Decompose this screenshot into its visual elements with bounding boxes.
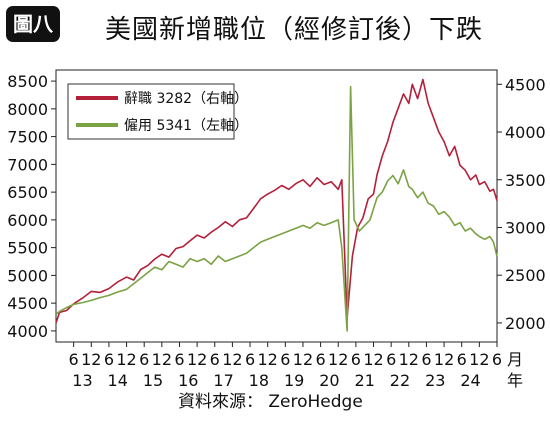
x-axis-month-label: 6 xyxy=(457,350,467,369)
x-axis-month-label: 12 xyxy=(81,350,101,369)
x-axis-month-label: 6 xyxy=(492,350,502,369)
x-axis-month-label: 6 xyxy=(245,350,255,369)
left-axis-tick-label: 4500 xyxy=(7,294,48,313)
x-axis-month-label: 6 xyxy=(386,350,396,369)
x-axis-month-label: 6 xyxy=(139,350,149,369)
x-axis-year-label: 17 xyxy=(213,371,233,390)
chart-title: 美國新增職位（經修訂後）下跌 xyxy=(105,15,484,45)
x-axis-month-label: 12 xyxy=(469,350,489,369)
series-line-quits xyxy=(55,78,498,324)
left-axis-tick-label: 8000 xyxy=(7,100,48,119)
series-layer xyxy=(55,78,498,332)
x-axis-month-label: 12 xyxy=(116,350,136,369)
x-axis-unit-month: 月 xyxy=(507,350,523,369)
x-axis-year-label: 24 xyxy=(460,371,480,390)
left-axis-tick-label: 8500 xyxy=(7,72,48,91)
right-axis-tick-label: 2000 xyxy=(505,314,546,333)
x-axis-year-label: 22 xyxy=(390,371,410,390)
left-axis-tick-label: 5500 xyxy=(7,239,48,258)
legend-label-quits: 辭職 3282（右軸） xyxy=(124,91,248,107)
right-axis-tick-label: 4000 xyxy=(505,123,546,142)
x-axis-month-label: 12 xyxy=(187,350,207,369)
x-axis-month-label: 12 xyxy=(152,350,172,369)
left-axis-tick-label: 5000 xyxy=(7,266,48,285)
x-axis-month-label: 6 xyxy=(280,350,290,369)
left-axis-tick-label: 7000 xyxy=(7,155,48,174)
x-axis-year-label: 15 xyxy=(143,371,163,390)
source-note: 資料來源： ZeroHedge xyxy=(178,392,363,412)
legend-label-hires: 僱用 5341（左軸） xyxy=(124,118,248,134)
x-axis-year-label: 16 xyxy=(178,371,198,390)
x-axis-month-label: 6 xyxy=(104,350,114,369)
x-axis-month-label: 12 xyxy=(399,350,419,369)
right-axis-tick-label: 3000 xyxy=(505,218,546,237)
x-axis-month-label: 12 xyxy=(434,350,454,369)
right-axis-tick-label: 2500 xyxy=(505,266,546,285)
right-axis-tick-label: 4500 xyxy=(505,75,546,94)
legend: 辭職 3282（右軸） 僱用 5341（左軸） xyxy=(67,83,248,140)
x-axis-month-label: 6 xyxy=(421,350,431,369)
left-axis-tick-label: 4000 xyxy=(7,322,48,341)
x-axis-month-label: 12 xyxy=(258,350,278,369)
legend-box xyxy=(67,83,235,140)
left-axis-tick-label: 7500 xyxy=(7,128,48,147)
x-axis-month-label: 6 xyxy=(316,350,326,369)
left-axis-tick-label: 6500 xyxy=(7,183,48,202)
x-axis-year-label: 18 xyxy=(249,371,269,390)
x-axis-year-label: 20 xyxy=(319,371,339,390)
x-axis-month-label: 12 xyxy=(222,350,242,369)
plot-frame xyxy=(55,69,498,343)
x-axis-year-label: 23 xyxy=(425,371,445,390)
axes-group: 4000 4500 5000 5500 6000 6500 7000 7500 8000 8500… xyxy=(7,69,546,390)
x-axis-year-label: 19 xyxy=(284,371,304,390)
x-axis-month-label: 12 xyxy=(293,350,313,369)
left-axis-tick-label: 6000 xyxy=(7,211,48,230)
figure-badge: 圖八 xyxy=(6,6,60,42)
x-axis-year-label: 21 xyxy=(355,371,375,390)
x-axis-year-label: 13 xyxy=(72,371,92,390)
x-axis-month-label: 6 xyxy=(351,350,361,369)
x-axis-month-label: 12 xyxy=(328,350,348,369)
series-line-hires xyxy=(55,85,498,332)
x-axis-month-label: 6 xyxy=(174,350,184,369)
x-axis-month-label: 12 xyxy=(363,350,383,369)
x-axis-month-label: 6 xyxy=(69,350,79,369)
x-axis-unit-year: 年 xyxy=(507,371,523,390)
x-axis-year-label: 14 xyxy=(108,371,128,390)
right-axis-tick-label: 3500 xyxy=(505,171,546,190)
x-axis-month-label: 6 xyxy=(210,350,220,369)
